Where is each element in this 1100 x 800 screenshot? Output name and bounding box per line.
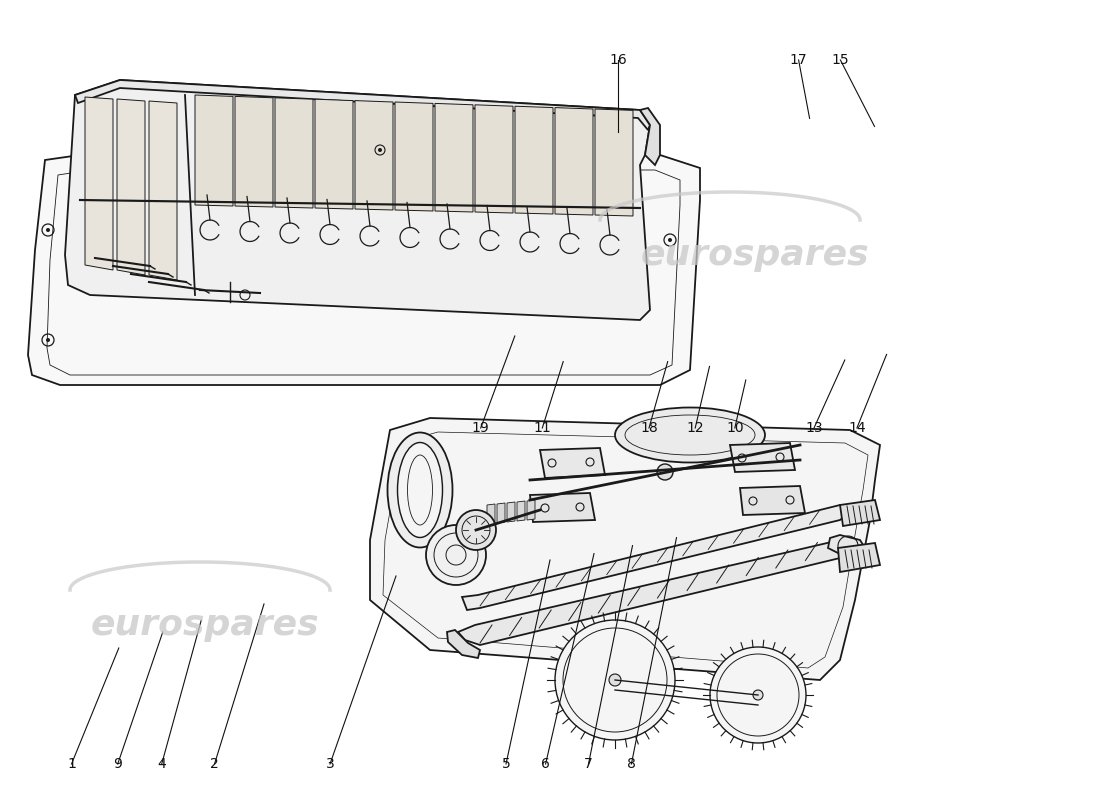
Text: eurospares: eurospares — [90, 608, 319, 642]
Circle shape — [378, 148, 382, 152]
Circle shape — [754, 690, 763, 700]
Polygon shape — [640, 108, 660, 165]
Polygon shape — [65, 80, 650, 320]
Polygon shape — [828, 535, 865, 556]
Text: 16: 16 — [609, 53, 627, 67]
Polygon shape — [462, 505, 848, 610]
Circle shape — [657, 464, 673, 480]
Polygon shape — [447, 630, 480, 658]
Ellipse shape — [387, 433, 452, 547]
Polygon shape — [730, 443, 795, 472]
Circle shape — [46, 338, 50, 342]
Text: 4: 4 — [157, 757, 166, 771]
Polygon shape — [148, 101, 177, 280]
Polygon shape — [527, 500, 535, 520]
Circle shape — [456, 510, 496, 550]
Text: 17: 17 — [790, 53, 807, 67]
Text: 12: 12 — [686, 421, 704, 435]
Polygon shape — [370, 418, 880, 680]
Polygon shape — [540, 448, 605, 478]
Polygon shape — [85, 97, 113, 270]
Polygon shape — [475, 105, 513, 213]
Polygon shape — [434, 103, 473, 212]
Text: 10: 10 — [726, 421, 744, 435]
Text: 2: 2 — [210, 757, 219, 771]
Polygon shape — [515, 106, 553, 214]
Polygon shape — [195, 95, 233, 206]
Text: eurospares: eurospares — [640, 238, 869, 272]
Text: 6: 6 — [541, 757, 550, 771]
Circle shape — [710, 647, 806, 743]
Circle shape — [426, 525, 486, 585]
Polygon shape — [315, 99, 353, 209]
Ellipse shape — [397, 442, 442, 538]
Ellipse shape — [615, 407, 764, 462]
Text: 11: 11 — [534, 421, 551, 435]
Polygon shape — [235, 96, 273, 207]
Polygon shape — [507, 502, 515, 522]
Text: 15: 15 — [832, 53, 849, 67]
Polygon shape — [458, 540, 848, 645]
Polygon shape — [556, 108, 593, 215]
Text: 7: 7 — [584, 757, 593, 771]
Polygon shape — [595, 109, 632, 216]
Polygon shape — [530, 493, 595, 522]
Polygon shape — [497, 503, 505, 523]
Polygon shape — [517, 501, 525, 521]
Circle shape — [46, 228, 50, 232]
Polygon shape — [395, 102, 433, 211]
Polygon shape — [275, 98, 314, 208]
Text: 5: 5 — [502, 757, 510, 771]
Polygon shape — [28, 155, 700, 385]
Text: 19: 19 — [472, 421, 490, 435]
Polygon shape — [355, 101, 393, 210]
Text: 1: 1 — [67, 757, 76, 771]
Circle shape — [609, 674, 622, 686]
Text: 8: 8 — [627, 757, 636, 771]
Polygon shape — [838, 543, 880, 572]
Polygon shape — [740, 486, 805, 515]
Text: 18: 18 — [640, 421, 658, 435]
Text: 13: 13 — [805, 421, 823, 435]
Text: 9: 9 — [113, 757, 122, 771]
Circle shape — [668, 238, 672, 242]
Circle shape — [556, 620, 675, 740]
Text: 3: 3 — [326, 757, 334, 771]
Polygon shape — [117, 99, 145, 275]
Polygon shape — [75, 80, 650, 130]
Polygon shape — [840, 500, 880, 526]
Polygon shape — [487, 504, 495, 524]
Text: 14: 14 — [848, 421, 866, 435]
